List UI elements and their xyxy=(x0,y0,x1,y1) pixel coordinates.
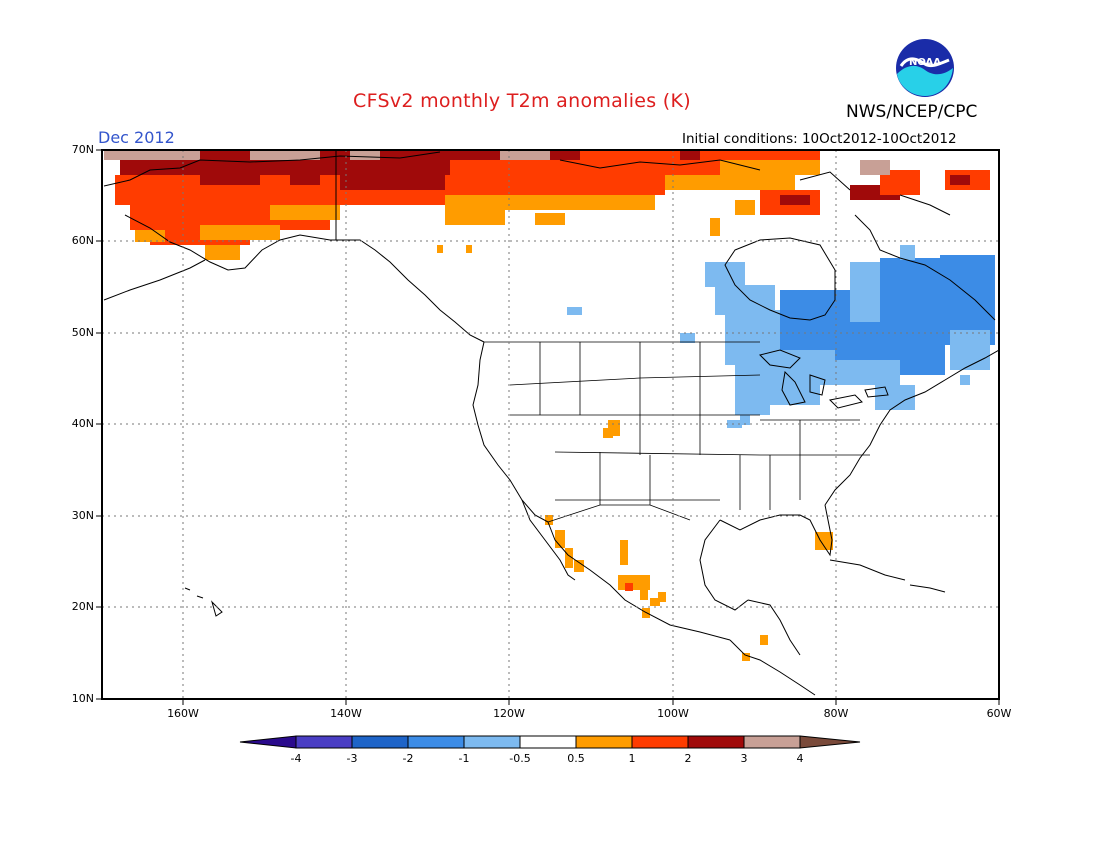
lat-lon-grid xyxy=(102,150,999,699)
colorbar-label: 3 xyxy=(740,752,748,765)
colorbar-bin-5 xyxy=(519,735,577,749)
map-background xyxy=(102,150,999,699)
lon-label: 140W xyxy=(330,707,362,720)
eastern-cool-region xyxy=(567,245,995,428)
colorbar-bin-1 xyxy=(295,735,353,749)
lat-label: 30N xyxy=(71,509,94,522)
initial-conditions: Initial conditions: 10Oct2012-10Oct2012 xyxy=(682,131,957,147)
coastlines xyxy=(103,150,999,696)
organization-label: NWS/NCEP/CPC xyxy=(846,102,978,122)
colorbar-label: -3 xyxy=(346,752,358,765)
southern-warm-spots xyxy=(545,420,833,661)
lat-label: 40N xyxy=(71,417,94,430)
colorbar-high-arrow xyxy=(799,735,861,749)
lon-label: 60W xyxy=(986,707,1012,720)
noaa-logo-icon: NOAA xyxy=(896,39,954,97)
forecast-month: Dec 2012 xyxy=(98,128,175,147)
colorbar xyxy=(239,735,861,749)
chart-title: CFSv2 monthly T2m anomalies (K) xyxy=(353,90,691,112)
colorbar-bin-9 xyxy=(743,735,801,749)
colorbar-bin-6 xyxy=(575,735,633,749)
lat-label: 10N xyxy=(71,692,94,705)
lat-label: 20N xyxy=(71,600,94,613)
colorbar-bin-8 xyxy=(687,735,745,749)
lon-label: 80W xyxy=(823,707,849,720)
colorbar-bin-2 xyxy=(351,735,409,749)
anomaly-field xyxy=(102,150,999,699)
lon-label: 120W xyxy=(493,707,525,720)
colorbar-label: -1 xyxy=(458,752,470,765)
lat-label: 70N xyxy=(71,143,94,156)
colorbar-label: 0.5 xyxy=(567,752,585,765)
colorbar-label: -4 xyxy=(290,752,302,765)
colorbar-low-arrow xyxy=(239,735,297,749)
colorbar-label: 4 xyxy=(796,752,804,765)
colorbar-label: -0.5 xyxy=(509,752,531,765)
colorbar-bin-7 xyxy=(631,735,689,749)
lat-label: 60N xyxy=(71,234,94,247)
political-borders xyxy=(484,341,870,523)
lon-label: 100W xyxy=(657,707,689,720)
colorbar-label: 1 xyxy=(628,752,636,765)
lat-label: 50N xyxy=(71,326,94,339)
axis-ticks xyxy=(96,149,1000,705)
arctic-warm-band xyxy=(104,150,990,260)
colorbar-label: -2 xyxy=(402,752,414,765)
logo-text: NOAA xyxy=(909,57,941,68)
lon-label: 160W xyxy=(167,707,199,720)
colorbar-bin-4 xyxy=(463,735,521,749)
colorbar-label: 2 xyxy=(684,752,692,765)
colorbar-bin-3 xyxy=(407,735,465,749)
